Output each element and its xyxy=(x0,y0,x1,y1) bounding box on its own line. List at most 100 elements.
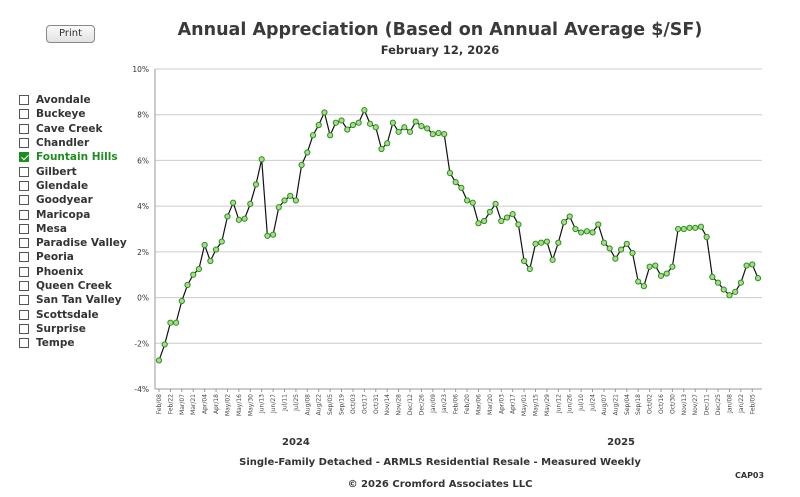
data-point xyxy=(372,124,379,131)
city-label: Paradise Valley xyxy=(36,237,127,250)
city-label: Peoria xyxy=(36,251,74,264)
checkbox-icon[interactable] xyxy=(19,295,29,306)
city-option[interactable]: San Tan Valley xyxy=(19,293,127,307)
y-tick-label: -2% xyxy=(134,339,149,348)
x-tick-label: Oct/31 xyxy=(373,394,380,414)
data-point xyxy=(469,199,476,206)
data-point xyxy=(737,279,744,286)
x-tick-label: Oct/02 xyxy=(647,394,654,414)
checkbox-icon[interactable] xyxy=(19,238,29,249)
x-tick-label: May/15 xyxy=(533,394,540,416)
checkbox-icon[interactable] xyxy=(19,109,29,120)
city-option[interactable]: Avondale xyxy=(19,93,127,107)
city-option[interactable]: Goodyear xyxy=(19,193,127,207)
checkbox-icon[interactable] xyxy=(19,95,29,106)
data-point xyxy=(292,197,300,204)
x-tick-label: Aug/08 xyxy=(304,394,311,416)
x-tick-label: Dec/25 xyxy=(715,394,722,415)
x-tick-label: Feb/05 xyxy=(749,394,756,414)
checkbox-icon[interactable] xyxy=(19,123,29,134)
checkbox-icon[interactable] xyxy=(19,209,29,220)
data-point xyxy=(475,220,482,227)
x-tick-label: Oct/17 xyxy=(361,394,368,414)
y-tick-label: 4% xyxy=(137,202,149,211)
data-point xyxy=(275,204,282,211)
data-point xyxy=(566,213,573,220)
city-option[interactable]: Peoria xyxy=(19,250,127,264)
y-tick-labels: -4% -2% 0% 2% 4% 6% 8% 10% xyxy=(132,65,149,394)
data-point xyxy=(560,219,568,226)
city-option[interactable]: Phoenix xyxy=(19,265,127,279)
checkbox-icon[interactable] xyxy=(19,323,29,334)
city-option[interactable]: Surprise xyxy=(19,322,127,336)
data-point xyxy=(309,132,317,139)
checkbox-icon[interactable] xyxy=(19,266,29,277)
city-option[interactable]: Maricopa xyxy=(19,207,127,221)
checkbox-icon[interactable] xyxy=(19,252,29,263)
x-tick-label: Mar/20 xyxy=(487,394,494,415)
data-point xyxy=(321,109,328,116)
checkbox-icon[interactable] xyxy=(19,195,29,206)
x-tick-label: Aug/22 xyxy=(316,394,323,416)
data-point xyxy=(623,240,630,247)
x-tick-label: Sep/04 xyxy=(624,394,631,415)
x-tick-label: Feb/06 xyxy=(453,394,460,414)
checkbox-icon[interactable] xyxy=(19,138,29,149)
data-point xyxy=(595,221,602,228)
city-option[interactable]: Paradise Valley xyxy=(19,236,127,250)
checkbox-icon[interactable] xyxy=(19,338,29,349)
city-option[interactable]: Scottsdale xyxy=(19,307,127,321)
data-point xyxy=(401,124,408,131)
checkbox-icon[interactable] xyxy=(19,223,29,234)
city-label: San Tan Valley xyxy=(36,294,122,307)
checkbox-icon[interactable] xyxy=(19,180,29,191)
city-option[interactable]: Tempe xyxy=(19,336,127,350)
city-label: Fountain Hills xyxy=(36,151,118,164)
x-tick-label: Feb/08 xyxy=(156,394,163,414)
checkbox-checked-icon[interactable] xyxy=(19,152,29,163)
x-tick-label: May/02 xyxy=(224,394,231,416)
data-point xyxy=(304,149,311,156)
x-tick-label: Jan/08 xyxy=(726,394,733,414)
city-option[interactable]: Cave Creek xyxy=(19,122,127,136)
x-tick-label: May/01 xyxy=(521,394,528,416)
city-option[interactable]: Fountain Hills xyxy=(19,150,127,164)
print-button[interactable]: Print xyxy=(46,25,95,43)
checkbox-icon[interactable] xyxy=(19,166,29,177)
series-layer xyxy=(155,107,762,364)
data-point xyxy=(749,261,756,268)
x-tick-label: Oct/16 xyxy=(658,394,665,414)
data-point xyxy=(155,357,163,364)
data-point xyxy=(264,232,271,239)
city-option[interactable]: Mesa xyxy=(19,222,127,236)
city-label: Buckeye xyxy=(36,108,86,121)
x-tick-label: May/16 xyxy=(236,394,243,416)
x-tick-label: Jan/23 xyxy=(441,394,448,414)
data-point xyxy=(635,278,642,285)
data-point xyxy=(224,213,231,220)
data-point xyxy=(218,238,225,245)
city-option[interactable]: Queen Creek xyxy=(19,279,127,293)
data-point xyxy=(173,319,180,326)
city-option[interactable]: Gilbert xyxy=(19,164,127,178)
y-tick-label: -4% xyxy=(134,385,149,394)
x-tick-label: Nov/28 xyxy=(396,394,403,416)
checkbox-icon[interactable] xyxy=(19,309,29,320)
data-point xyxy=(161,341,168,348)
data-point xyxy=(338,117,345,124)
x-tick-label: May/30 xyxy=(247,394,254,416)
city-option[interactable]: Buckeye xyxy=(19,107,127,121)
data-point xyxy=(235,216,242,223)
data-point xyxy=(344,126,351,133)
data-point xyxy=(617,246,625,253)
data-point xyxy=(572,225,579,233)
data-point xyxy=(543,238,551,245)
city-option[interactable]: Chandler xyxy=(19,136,127,150)
checkbox-icon[interactable] xyxy=(19,281,29,291)
city-option[interactable]: Glendale xyxy=(19,179,127,193)
year-label: 2024 xyxy=(282,437,310,448)
data-point xyxy=(349,121,357,129)
x-tick-label: Jul/11 xyxy=(282,394,289,412)
y-tick-label: 8% xyxy=(137,111,149,120)
x-tick-labels: Feb/08 Feb/22 Mar/07 Mar/21 Apr/04 Apr/18 May/… xyxy=(156,394,756,416)
